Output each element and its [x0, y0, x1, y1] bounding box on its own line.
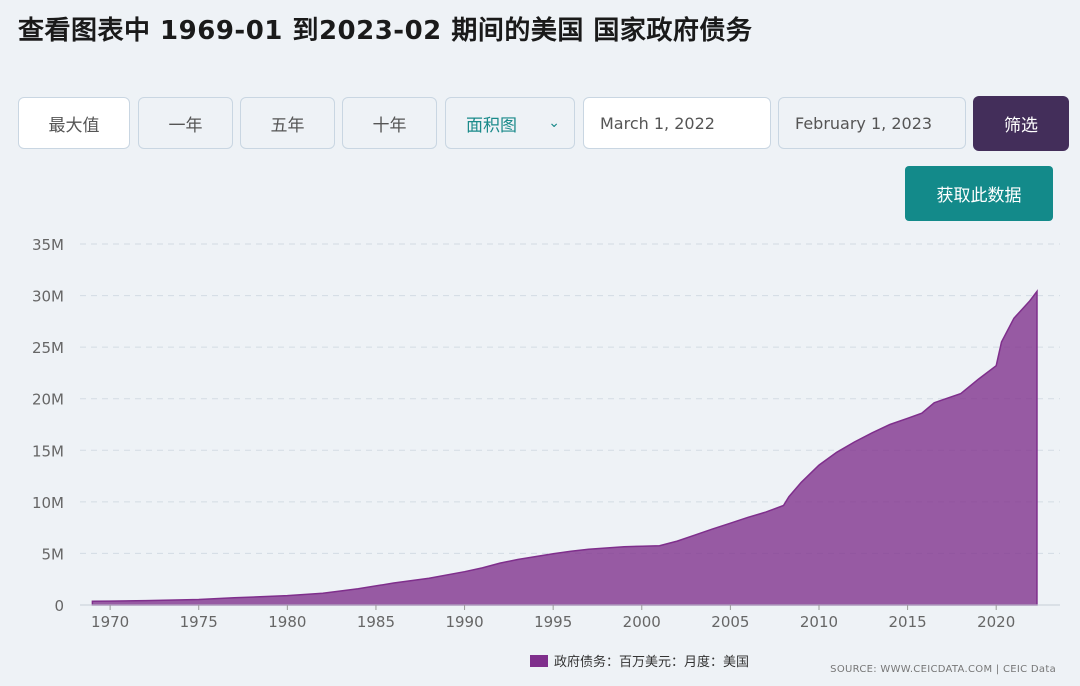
y-tick-label: 15M: [32, 442, 64, 460]
range-1y-button[interactable]: 一年: [138, 97, 233, 149]
filter-button[interactable]: 筛选: [973, 96, 1069, 151]
source-credit: SOURCE: WWW.CEICDATA.COM | CEIC Data: [830, 664, 1056, 675]
get-data-button[interactable]: 获取此数据: [905, 166, 1053, 221]
range-max-button[interactable]: 最大值: [18, 97, 130, 149]
range-5y-button[interactable]: 五年: [240, 97, 335, 149]
y-tick-label: 5M: [42, 545, 65, 563]
area-series: [91, 289, 1038, 606]
y-tick-label: 25M: [32, 339, 64, 357]
legend-swatch: [530, 654, 548, 667]
chart-type-label: 面积图: [466, 115, 517, 136]
y-tick-label: 20M: [32, 391, 64, 409]
end-date-field[interactable]: February 1, 2023: [778, 97, 966, 149]
y-tick-label: 0: [54, 597, 64, 615]
x-tick-label: 2020: [977, 613, 1015, 631]
chart-legend[interactable]: 政府债务：百万美元：月度：美国: [530, 651, 749, 670]
x-tick-label: 2010: [800, 613, 838, 631]
start-date-field[interactable]: March 1, 2022: [583, 97, 771, 149]
y-tick-label: 30M: [32, 288, 64, 306]
x-tick-label: 1985: [357, 613, 395, 631]
x-tick-label: 1980: [268, 613, 306, 631]
range-10y-button[interactable]: 十年: [342, 97, 437, 149]
legend-label: 政府债务：百万美元：月度：美国: [554, 655, 750, 670]
x-tick-label: 2015: [889, 613, 927, 631]
x-tick-label: 1995: [534, 613, 572, 631]
y-tick-label: 10M: [32, 494, 64, 512]
x-tick-label: 2000: [623, 613, 661, 631]
y-tick-label: 35M: [32, 236, 64, 254]
chevron-down-icon: ⌄: [548, 115, 560, 131]
x-tick-label: 1975: [180, 613, 218, 631]
x-tick-label: 1970: [91, 613, 129, 631]
x-tick-label: 2005: [711, 613, 749, 631]
x-tick-label: 1990: [445, 613, 483, 631]
page-title: 查看图表中 1969-01 到2023-02 期间的美国 国家政府债务: [18, 16, 753, 46]
chart-type-select[interactable]: 面积图 ⌄: [445, 97, 575, 149]
